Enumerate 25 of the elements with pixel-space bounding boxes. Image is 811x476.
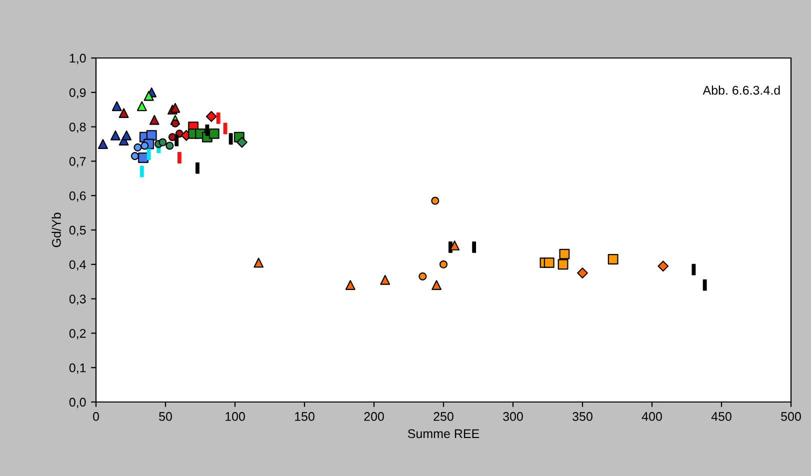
x-tick-label: 0	[93, 412, 99, 421]
x-tick-label: 200	[364, 412, 384, 421]
x-tick-label: 150	[295, 412, 314, 421]
x-tick-label: 450	[711, 412, 732, 421]
x-tick-label: 100	[226, 412, 245, 421]
y-tick-label: 0,5	[69, 226, 86, 236]
y-tick-label: 0,6	[69, 191, 86, 202]
y-tick-label: 0,3	[69, 294, 86, 305]
y-tick-label: 0,2	[69, 329, 86, 340]
y-tick-label: 0,0	[69, 398, 86, 408]
y-tick-label: 0,1	[69, 363, 86, 374]
y-tick-label: 0,4	[69, 260, 86, 271]
y-axis-title: Gd/Yb	[52, 212, 61, 248]
annotation: Abb. 6.6.3.4.d	[702, 86, 780, 95]
y-tick-label: 1,0	[70, 54, 86, 64]
x-tick-label: 300	[503, 412, 523, 421]
x-tick-label: 500	[781, 412, 801, 421]
y-tick-label: 0,9	[69, 88, 86, 99]
y-tick-label: 0,8	[69, 122, 86, 133]
x-tick-label: 350	[572, 412, 592, 421]
x-axis-title: Summe REE	[408, 429, 480, 438]
x-tick-label: 250	[434, 412, 454, 421]
x-tick-label: 400	[642, 412, 662, 421]
x-tick-label: 50	[159, 412, 172, 421]
y-tick-label: 0,7	[69, 157, 86, 168]
